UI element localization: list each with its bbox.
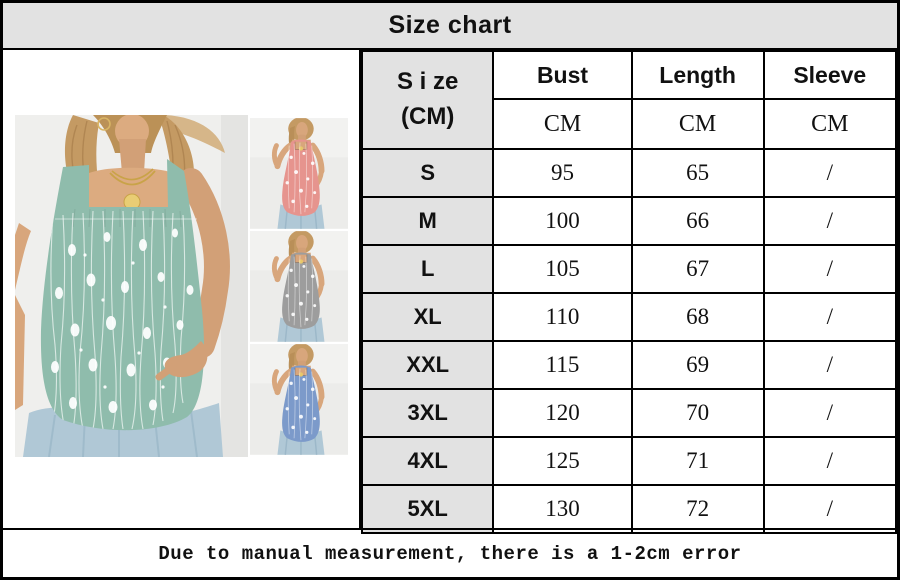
size-label: XL: [360, 292, 495, 342]
sleeve-value: /: [762, 340, 898, 390]
size-header-line1: S i ze: [397, 68, 459, 96]
content-area: S i ze (CM) Bust Length Sleeve CM CM CM …: [3, 50, 898, 534]
table-row: 3XL 120 70 /: [360, 388, 898, 438]
variant-thumbnail-blue: [250, 343, 348, 456]
table-row: M 100 66 /: [360, 196, 898, 246]
sleeve-value: /: [762, 196, 898, 246]
sleeve-unit: CM: [762, 98, 898, 150]
table-row: 5XL 130 72 /: [360, 484, 898, 534]
bust-value: 120: [492, 388, 633, 438]
sleeve-value: /: [762, 148, 898, 198]
size-label: XXL: [360, 340, 495, 390]
sleeve-value: /: [762, 244, 898, 294]
bust-value: 130: [492, 484, 633, 534]
length-value: 66: [630, 196, 765, 246]
length-value: 67: [630, 244, 765, 294]
title-bar: Size chart: [3, 3, 897, 50]
size-table: S i ze (CM) Bust Length Sleeve CM CM CM …: [360, 50, 898, 534]
size-column-header: S i ze (CM): [360, 50, 495, 150]
sleeve-column-header: Sleeve: [762, 50, 898, 100]
bust-unit: CM: [492, 98, 633, 150]
length-column-header: Length: [630, 50, 765, 100]
sleeve-value: /: [762, 436, 898, 486]
bust-value: 125: [492, 436, 633, 486]
variant-thumbnail-gray: [250, 230, 348, 343]
length-value: 71: [630, 436, 765, 486]
size-label: 5XL: [360, 484, 495, 534]
variant-thumbnail-pink: [250, 117, 348, 230]
bust-value: 110: [492, 292, 633, 342]
bust-value: 100: [492, 196, 633, 246]
length-value: 72: [630, 484, 765, 534]
length-value: 69: [630, 340, 765, 390]
length-unit: CM: [630, 98, 765, 150]
length-value: 65: [630, 148, 765, 198]
bust-value: 95: [492, 148, 633, 198]
size-header-line2: (CM): [401, 103, 455, 130]
table-header-row: S i ze (CM) Bust Length Sleeve: [360, 50, 898, 150]
bust-value: 105: [492, 244, 633, 294]
size-label: S: [360, 148, 495, 198]
measurement-note-bar: Due to manual measurement, there is a 1-…: [3, 528, 897, 577]
length-value: 68: [630, 292, 765, 342]
size-label: L: [360, 244, 495, 294]
table-row: L 105 67 /: [360, 244, 898, 294]
main-product-image: [15, 115, 248, 457]
table-row: 4XL 125 71 /: [360, 436, 898, 486]
sleeve-value: /: [762, 388, 898, 438]
table-row: S 95 65 /: [360, 148, 898, 198]
page-title: Size chart: [388, 11, 512, 39]
product-photo-cell: [3, 50, 361, 528]
bust-column-header: Bust: [492, 50, 633, 100]
sleeve-value: /: [762, 484, 898, 534]
unit-row: CM CM CM: [362, 98, 898, 150]
size-label: 3XL: [360, 388, 495, 438]
length-value: 70: [630, 388, 765, 438]
table-row: XXL 115 69 /: [360, 340, 898, 390]
sleeve-value: /: [762, 292, 898, 342]
table-row: XL 110 68 /: [360, 292, 898, 342]
size-label: M: [360, 196, 495, 246]
size-label: 4XL: [360, 436, 495, 486]
bust-value: 115: [492, 340, 633, 390]
measurement-note: Due to manual measurement, there is a 1-…: [158, 542, 742, 565]
